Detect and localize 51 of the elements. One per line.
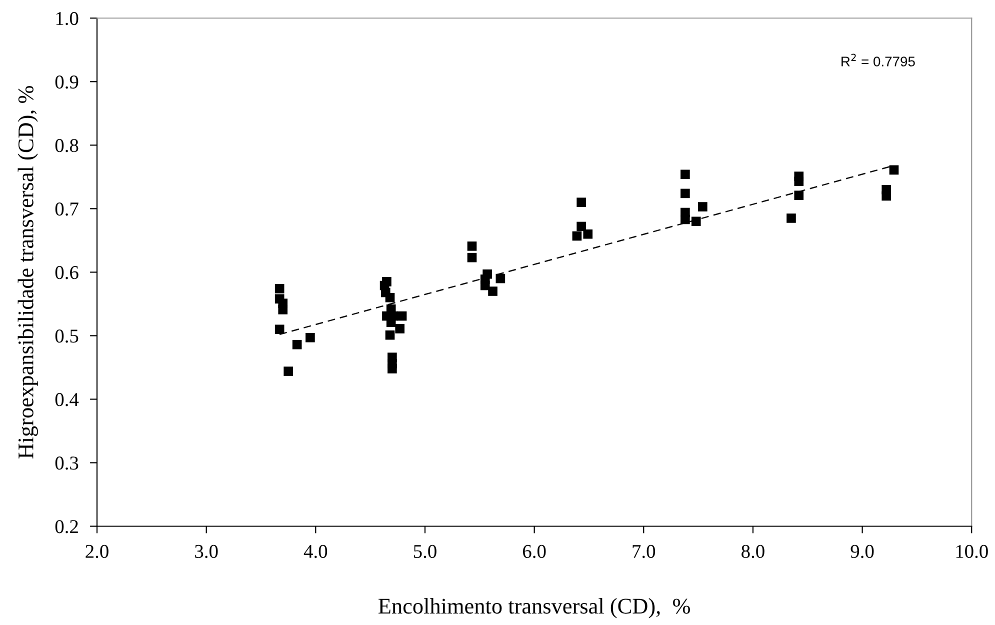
y-tick-label: 0.5: [55, 330, 78, 343]
point: [397, 311, 407, 321]
point: [278, 305, 288, 314]
point: [388, 364, 397, 374]
point: [467, 241, 477, 251]
point: [786, 214, 796, 223]
point: [395, 324, 405, 334]
point: [274, 284, 284, 294]
point: [794, 190, 804, 200]
point: [889, 165, 899, 175]
point: [680, 188, 690, 198]
y-tick-label: 0.8: [55, 138, 78, 152]
point: [698, 202, 708, 212]
x-tick-label: 3.0: [195, 544, 218, 558]
point: [680, 170, 690, 180]
y-tick-label: 1.0: [56, 12, 78, 26]
point: [576, 198, 586, 207]
point: [284, 366, 293, 376]
x-tick-label: 8.0: [742, 544, 764, 558]
point: [385, 330, 395, 340]
point: [385, 292, 395, 302]
x-tick-label: 10.0: [956, 544, 988, 558]
point: [488, 286, 498, 296]
y-tick-label: 0.9: [55, 75, 78, 89]
y-tick-label: 0.7: [55, 202, 78, 216]
point: [480, 280, 490, 290]
x-tick-label: 2.0: [86, 544, 108, 558]
y-tick-label: 0.2: [55, 520, 78, 534]
x-tick-label: 9.0: [850, 544, 874, 558]
point: [882, 191, 891, 201]
annotation: R$^{2}$ = 0.7795: [842, 54, 915, 66]
point: [274, 324, 284, 334]
point: [467, 252, 477, 262]
point: [572, 231, 582, 241]
x-tick-label: 7.0: [632, 544, 656, 558]
y-tick-label: 0.4: [55, 393, 79, 406]
point: [576, 222, 586, 232]
x-axis-title: Encolhimento transversal (CD), %: [378, 598, 690, 618]
x-tick-label: 5.0: [414, 544, 436, 558]
point: [306, 332, 315, 342]
point: [496, 274, 506, 284]
point: [680, 214, 690, 224]
x-tick-label: 4.0: [304, 544, 328, 558]
x-tick-label: 6.0: [523, 544, 546, 558]
y-tick-label: 0.6: [55, 266, 78, 280]
y-axis-title: Higroexpansibilidade transversal (CD), %: [18, 86, 38, 459]
point: [292, 340, 302, 350]
y-tick-label: 0.3: [55, 456, 78, 470]
point: [583, 229, 593, 239]
point: [794, 176, 804, 186]
point: [691, 216, 701, 226]
